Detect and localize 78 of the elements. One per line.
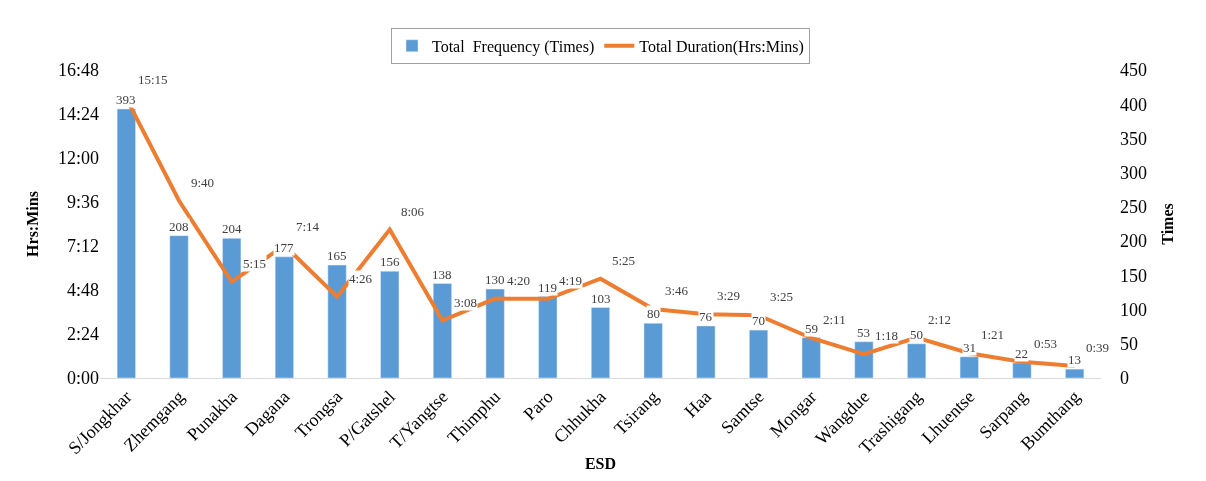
data-label: 15:15: [138, 72, 168, 87]
y-tick-label: 0:00: [66, 368, 99, 389]
y2-tick-label: 50: [1120, 334, 1138, 355]
y2-tick-label: 200: [1120, 231, 1147, 252]
data-label: 5:15: [243, 256, 267, 271]
data-label: 165: [327, 248, 347, 263]
y2-tick-label: 250: [1120, 197, 1147, 218]
data-label: 0:53: [1034, 336, 1058, 351]
data-label: 4:19: [559, 273, 583, 288]
bar: [907, 343, 927, 378]
bar: [169, 235, 189, 378]
x-axis-title: ESD: [584, 454, 617, 472]
y-axis-title: Hrs:Mins: [23, 191, 41, 257]
bar: [643, 322, 663, 378]
data-label: 5:25: [612, 253, 636, 268]
y2-tick-label: 350: [1120, 128, 1147, 149]
x-tick-label: Haa: [680, 386, 716, 422]
bar: [380, 270, 400, 378]
bar: [749, 329, 769, 378]
bar: [274, 256, 294, 378]
data-label: 130: [485, 272, 505, 287]
y-tick-label: 7:12: [66, 236, 99, 257]
data-label: 13: [1068, 352, 1081, 367]
data-label: 393: [116, 92, 136, 107]
data-label: 2:11: [823, 312, 846, 327]
bar: [485, 288, 505, 378]
bar: [222, 238, 242, 378]
y-tick-label: 4:48: [66, 280, 99, 301]
data-label: 9:40: [191, 175, 215, 190]
y2-tick-label: 0: [1120, 368, 1129, 389]
y2-tick-label: 300: [1120, 162, 1147, 183]
data-label: 156: [380, 254, 400, 269]
data-label: 76: [699, 309, 713, 324]
data-label: 204: [222, 221, 242, 236]
y2-tick-label: 450: [1120, 60, 1147, 81]
legend-label: Total Duration(Hrs:Mins): [639, 37, 804, 56]
y-tick-label: 2:24: [66, 324, 99, 345]
bar: [696, 325, 716, 378]
x-tick-label: Paro: [519, 386, 558, 425]
data-label: 4:26: [349, 271, 373, 286]
data-label: 8:06: [401, 204, 425, 219]
legend-label: Total Frequency (Times): [432, 37, 595, 56]
data-label: 50: [910, 327, 923, 342]
data-label: 177: [274, 240, 294, 255]
data-label: 3:25: [770, 289, 794, 304]
data-label: 31: [963, 340, 976, 355]
data-label: 2:12: [928, 312, 952, 327]
bar: [591, 307, 610, 378]
y2-tick-label: 150: [1120, 265, 1147, 286]
data-label: 3:08: [454, 295, 478, 310]
data-label: 53: [857, 325, 870, 340]
bar: [538, 296, 558, 378]
y-tick-label: 14:24: [57, 104, 99, 125]
data-label: 0:39: [1086, 340, 1110, 355]
y2-tick-label: 100: [1120, 299, 1147, 320]
data-label: 80: [647, 306, 660, 321]
data-label: 22: [1015, 346, 1028, 361]
data-label: 59: [805, 321, 818, 336]
bar: [432, 283, 452, 378]
data-label: 4:20: [507, 273, 531, 288]
y-tick-label: 9:36: [66, 192, 99, 213]
data-label: 208: [169, 219, 189, 234]
bar: [327, 264, 347, 378]
y-tick-label: 12:00: [57, 148, 99, 169]
y2-axis-title: Times: [1158, 203, 1176, 245]
y-tick-label: 16:48: [57, 60, 99, 81]
data-label: 3:29: [717, 288, 741, 303]
data-label: 119: [538, 280, 558, 295]
data-label: 70: [752, 313, 765, 328]
bar: [116, 108, 136, 378]
y2-tick-label: 400: [1120, 94, 1147, 115]
data-label: 3:46: [665, 283, 689, 298]
data-label: 1:21: [981, 327, 1005, 342]
data-label: 103: [591, 291, 611, 306]
data-label: 1:18: [875, 328, 899, 343]
data-label: 138: [432, 267, 452, 282]
bar: [1065, 368, 1085, 378]
data-label: 7:14: [296, 219, 320, 234]
